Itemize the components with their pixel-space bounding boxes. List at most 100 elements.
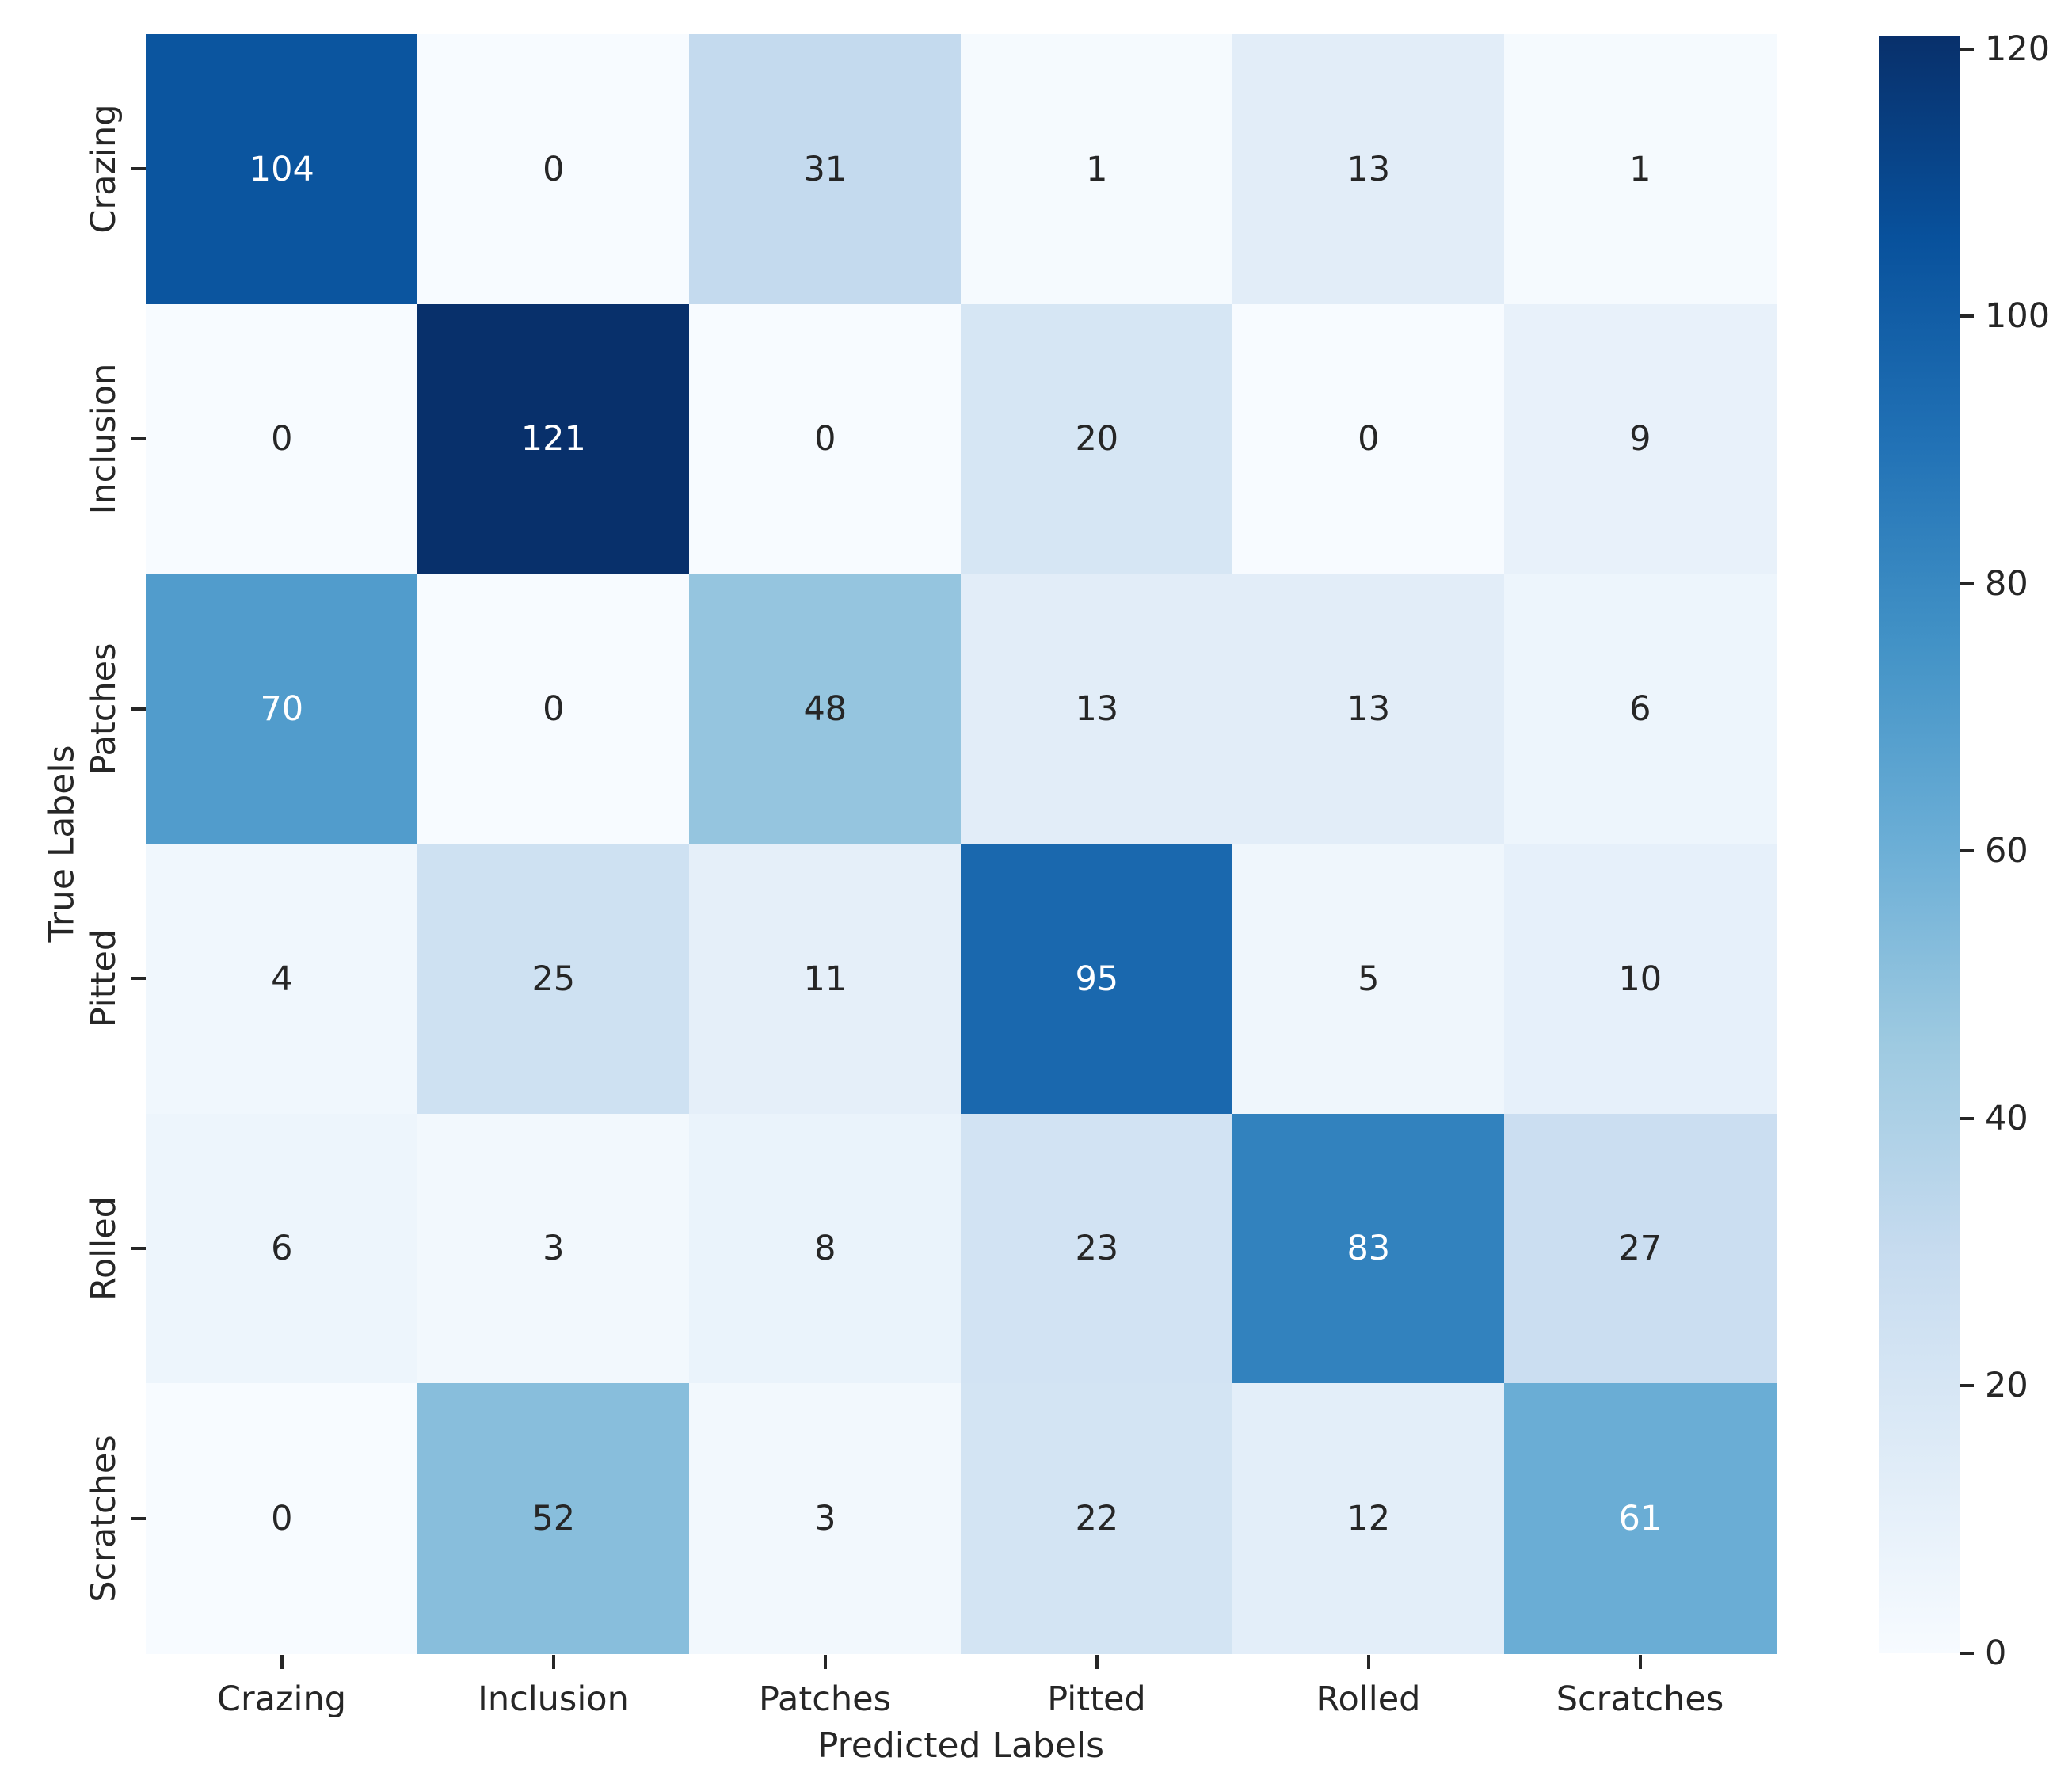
heatmap-cell: 3 [417,1113,690,1384]
heatmap-cell: 13 [1232,34,1505,305]
cell-value: 0 [271,1498,293,1538]
cell-value: 0 [1358,419,1380,459]
cell-value: 0 [543,688,565,729]
heatmap-cell: 25 [417,844,690,1115]
x-tick-mark [280,1655,284,1669]
cell-value: 3 [543,1229,565,1269]
cell-value: 6 [1629,688,1651,729]
cell-value: 0 [543,149,565,189]
heatmap-cell: 5 [1232,844,1505,1115]
heatmap-cell: 1 [961,34,1233,305]
x-tick-label: Inclusion [478,1679,629,1719]
heatmap-cell: 0 [417,574,690,844]
cell-value: 70 [260,688,304,729]
cell-value: 95 [1075,959,1119,999]
y-axis-label: True Labels [41,745,82,943]
heatmap-cell: 27 [1504,1113,1777,1384]
colorbar-tick-label: 100 [1985,296,2051,337]
heatmap-cell: 61 [1504,1383,1777,1654]
colorbar-tick-mark [1960,47,1974,51]
heatmap-cell: 20 [961,303,1233,574]
heatmap-cell: 0 [417,34,690,305]
x-axis-label: Predicted Labels [817,1725,1105,1766]
cell-value: 13 [1346,688,1391,729]
heatmap-cell: 10 [1504,844,1777,1115]
y-tick-label: Patches [84,642,124,776]
cell-value: 6 [271,1229,293,1269]
x-tick-label: Crazing [216,1679,347,1719]
heatmap-cell: 52 [417,1383,690,1654]
cell-value: 9 [1629,419,1651,459]
cell-value: 22 [1075,1498,1119,1538]
cell-value: 0 [814,419,836,459]
cell-value: 0 [271,419,293,459]
cell-value: 3 [814,1498,836,1538]
cell-value: 61 [1618,1498,1663,1538]
cell-value: 121 [520,419,586,459]
y-tick-mark [131,1247,146,1250]
y-tick-mark [131,707,146,711]
y-tick-label: Scratches [84,1434,124,1603]
heatmap-cell: 121 [417,303,690,574]
colorbar-tick-mark [1960,1116,1974,1120]
heatmap-cell: 0 [146,303,418,574]
cell-value: 1 [1629,149,1651,189]
colorbar [1879,36,1960,1653]
y-tick-label: Rolled [84,1196,124,1301]
heatmap-cell: 95 [961,844,1233,1115]
heatmap-cell: 6 [146,1113,418,1384]
x-tick-label: Rolled [1316,1679,1421,1719]
heatmap-cell: 0 [1232,303,1505,574]
colorbar-tick-label: 120 [1985,29,2051,69]
y-tick-mark [131,1516,146,1520]
heatmap-cell: 9 [1504,303,1777,574]
cell-value: 25 [531,959,576,999]
heatmap-cell: 31 [689,34,962,305]
heatmap-cell: 0 [146,1383,418,1654]
heatmap-cell: 0 [689,303,962,574]
cell-value: 104 [249,149,314,189]
colorbar-tick-label: 80 [1985,563,2028,604]
x-tick-label: Scratches [1556,1679,1724,1719]
colorbar-tick-label: 40 [1985,1098,2028,1138]
cell-value: 52 [531,1498,576,1538]
x-tick-mark [1095,1655,1099,1669]
x-tick-mark [823,1655,827,1669]
cell-value: 5 [1358,959,1380,999]
x-tick-label: Pitted [1047,1679,1146,1719]
colorbar-tick-mark [1960,1384,1974,1388]
heatmap-cell: 8 [689,1113,962,1384]
cell-value: 4 [271,959,293,999]
x-tick-label: Patches [759,1679,891,1719]
colorbar-tick-mark [1960,581,1974,585]
y-tick-mark [131,437,146,440]
colorbar-tick-mark [1960,849,1974,853]
heatmap-cell: 23 [961,1113,1233,1384]
heatmap-cell: 1 [1504,34,1777,305]
cell-value: 13 [1075,688,1119,729]
cell-value: 12 [1346,1498,1391,1538]
heatmap-cell: 11 [689,844,962,1115]
cell-value: 1 [1086,149,1108,189]
cell-value: 23 [1075,1229,1119,1269]
colorbar-tick-label: 20 [1985,1366,2028,1406]
heatmap-cell: 22 [961,1383,1233,1654]
x-tick-mark [1638,1655,1642,1669]
cell-value: 8 [814,1229,836,1269]
cell-value: 13 [1346,149,1391,189]
cell-value: 31 [803,149,847,189]
cell-value: 27 [1618,1229,1663,1269]
heatmap-cell: 104 [146,34,418,305]
cell-value: 83 [1346,1229,1391,1269]
heatmap-cell: 12 [1232,1383,1505,1654]
y-tick-label: Pitted [84,929,124,1028]
x-tick-mark [551,1655,555,1669]
colorbar-tick-label: 0 [1985,1633,2007,1673]
heatmap-cell: 6 [1504,574,1777,844]
y-tick-mark [131,167,146,171]
colorbar-tick-label: 60 [1985,831,2028,871]
y-tick-mark [131,977,146,981]
x-tick-mark [1366,1655,1370,1669]
heatmap-cell: 70 [146,574,418,844]
